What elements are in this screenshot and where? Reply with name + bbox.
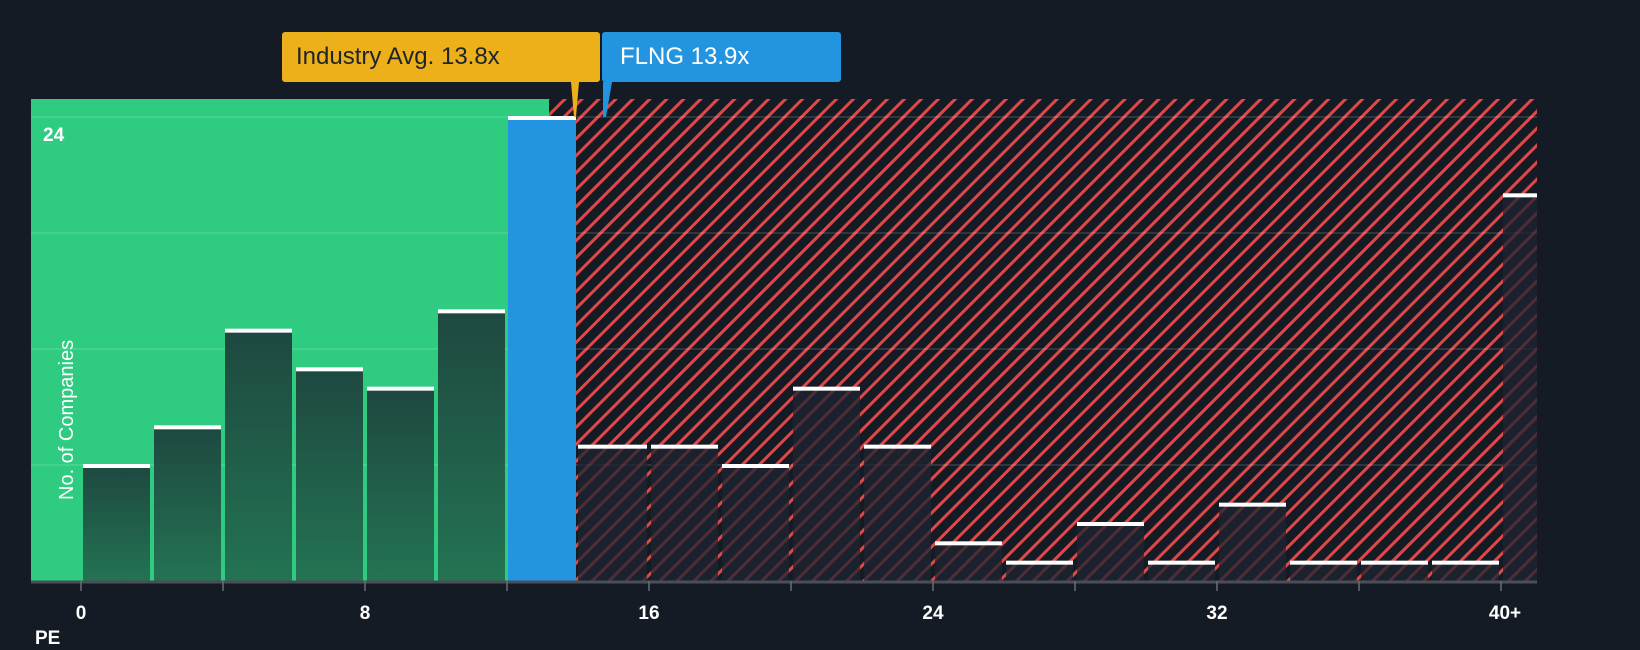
- bar-top-cap: [83, 464, 150, 468]
- bar-top-cap: [367, 386, 434, 391]
- average-markers: [571, 82, 612, 117]
- histogram-bar: [83, 465, 150, 581]
- bar-top-cap: [296, 367, 363, 372]
- x-tick-label: 16: [638, 603, 659, 624]
- y-axis-label: No. of Companies: [56, 339, 78, 500]
- x-tick-label: 24: [922, 603, 944, 624]
- histogram-bar: [864, 445, 931, 581]
- histogram-bar: [935, 542, 1002, 581]
- histogram-bar: [1148, 561, 1215, 581]
- bar-top-cap: [651, 444, 718, 449]
- histogram-bar: [1361, 561, 1428, 581]
- y-axis-max-label: 24: [43, 125, 65, 146]
- company-pe-callout: FLNG 13.9x: [602, 32, 841, 82]
- histogram-bar: [1077, 523, 1144, 581]
- histogram-bar: [225, 329, 292, 581]
- x-tick-label: 40+: [1489, 603, 1521, 624]
- histogram-bar: [1219, 503, 1286, 581]
- bar-top-cap: [1503, 193, 1537, 198]
- bar-top-cap: [1006, 560, 1073, 565]
- histogram-bar: [438, 310, 505, 581]
- bar-top-cap: [793, 386, 860, 391]
- histogram-bar: [1006, 561, 1073, 581]
- histogram-bar: [651, 445, 718, 581]
- bar-top-cap: [154, 425, 221, 430]
- histogram-bar: [508, 117, 576, 581]
- x-axis: 0 8 16 24 32 40+: [31, 580, 1537, 624]
- histogram-bar: [1503, 194, 1537, 582]
- bar-top-cap: [864, 444, 931, 449]
- bar-top-cap: [578, 444, 647, 449]
- histogram-bar: [154, 426, 221, 581]
- histogram-bar: [793, 387, 860, 581]
- x-tick-label: 8: [360, 603, 371, 624]
- x-tick-label: 32: [1206, 603, 1227, 624]
- bar-top-cap: [508, 116, 576, 120]
- histogram-bar: [722, 465, 789, 581]
- bar-top-cap: [1290, 560, 1357, 565]
- company-marker-pointer: [603, 82, 612, 117]
- bar-top-cap: [438, 309, 505, 314]
- bar-top-cap: [1077, 522, 1144, 526]
- x-tick-label: 0: [76, 603, 87, 624]
- bar-top-cap: [1148, 560, 1215, 565]
- histogram-bar: [578, 445, 647, 581]
- bar-top-cap: [935, 541, 1002, 546]
- industry-average-callout: Industry Avg. 13.8x: [282, 32, 600, 82]
- industry-marker-pointer: [571, 82, 579, 117]
- histogram-bar: [1432, 561, 1499, 581]
- bar-top-cap: [722, 464, 789, 468]
- histogram-bar: [296, 368, 363, 581]
- histogram-bar: [367, 387, 434, 581]
- histogram-bar: [1290, 561, 1357, 581]
- bar-top-cap: [225, 328, 292, 333]
- histogram-bars: [83, 116, 1537, 582]
- bar-top-cap: [1361, 560, 1428, 565]
- bar-top-cap: [1432, 560, 1499, 565]
- x-axis-prefix-label: PE: [35, 628, 61, 649]
- bar-top-cap: [1219, 502, 1286, 507]
